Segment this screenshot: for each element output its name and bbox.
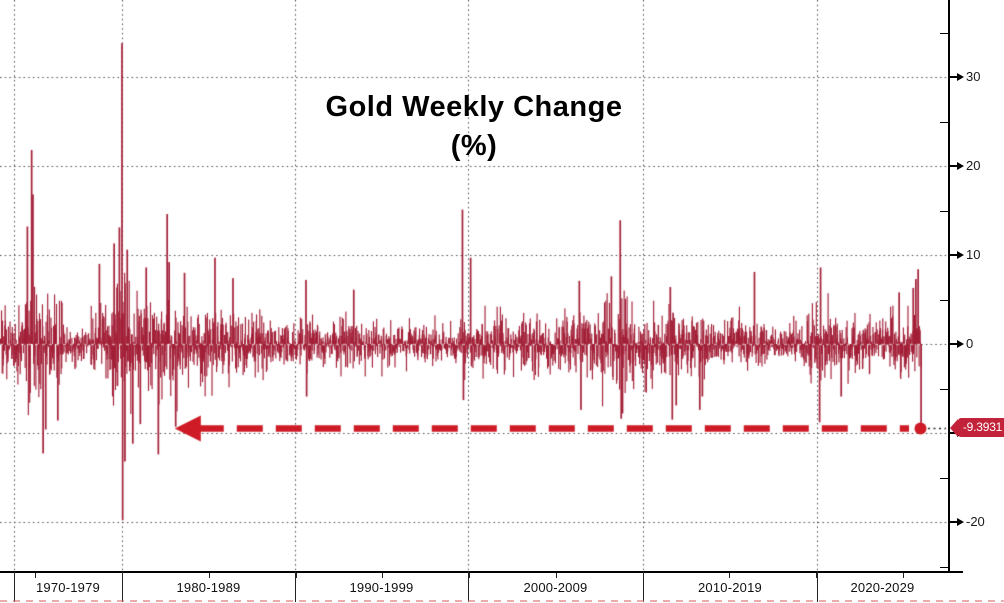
y-axis-minor-tick	[940, 121, 948, 123]
y-tick-line	[948, 343, 957, 345]
y-tick-line	[948, 254, 957, 256]
x-axis-separator	[14, 571, 16, 602]
x-axis-decade-label: 2000-2009	[523, 580, 588, 595]
x-axis-separator	[468, 571, 470, 602]
y-tick-arrow-icon	[957, 340, 964, 348]
y-tick-line	[948, 165, 957, 167]
x-axis-separator	[295, 571, 297, 602]
x-axis-tick	[208, 573, 210, 578]
x-axis-separator	[817, 571, 819, 602]
y-axis-tick-label: 20	[966, 158, 981, 173]
y-axis-minor-tick	[940, 299, 948, 301]
x-axis-tick	[382, 573, 384, 578]
badge-value: -9.3931	[958, 418, 1004, 437]
y-axis-tick: 10	[948, 247, 980, 263]
y-tick-line	[948, 521, 957, 523]
y-axis-minor-tick	[940, 477, 948, 479]
x-axis-tick	[469, 573, 471, 578]
x-axis-separator	[122, 571, 124, 602]
bottom-dashed-strip	[0, 600, 1004, 602]
y-axis-tick-label: 10	[966, 247, 981, 262]
y-axis-tick-label: -20	[966, 514, 985, 529]
x-axis-tick	[555, 573, 557, 578]
x-axis-tick	[902, 573, 904, 578]
last-value-badge: -9.3931	[950, 418, 1004, 437]
y-axis-minor-tick	[940, 388, 948, 390]
y-axis-line	[948, 0, 950, 572]
x-axis-decade-label: 1980-1989	[176, 580, 241, 595]
x-axis-tick	[122, 573, 124, 578]
y-axis-tick: 0	[948, 336, 973, 352]
y-tick-arrow-icon	[957, 251, 964, 259]
y-axis-minor-tick	[940, 32, 948, 34]
x-axis-separator	[643, 571, 645, 602]
y-tick-arrow-icon	[957, 518, 964, 526]
badge-pointer-icon	[950, 418, 958, 437]
y-axis-tick: 30	[948, 69, 980, 85]
x-axis-decade-label: 1990-1999	[349, 580, 414, 595]
x-axis-decade-label: 2020-2029	[850, 580, 915, 595]
chart-title-line1: Gold Weekly Change	[325, 91, 623, 123]
x-axis-tick	[295, 573, 297, 578]
y-axis-minor-tick	[940, 210, 948, 212]
x-axis-decade-label: 1970-1979	[36, 580, 100, 595]
x-axis-decade-label: 2010-2019	[698, 580, 762, 595]
x-axis-tick	[642, 573, 644, 578]
y-tick-arrow-icon	[957, 162, 964, 170]
y-axis-tick-label: 30	[966, 69, 981, 84]
x-axis-line	[0, 571, 963, 573]
y-tick-arrow-icon	[957, 73, 964, 81]
y-axis-tick-label: 0	[966, 336, 974, 351]
x-axis-tick	[816, 573, 818, 578]
y-axis-tick: 20	[948, 158, 980, 174]
y-axis-tick: -20	[948, 514, 985, 530]
chart-title-line2: (%)	[450, 130, 498, 162]
y-tick-line	[948, 76, 957, 78]
y-axis-minor-tick	[940, 566, 948, 568]
x-axis-tick	[35, 573, 37, 578]
x-axis-tick	[729, 573, 731, 578]
chart-title: Gold Weekly Change (%)	[0, 88, 948, 166]
